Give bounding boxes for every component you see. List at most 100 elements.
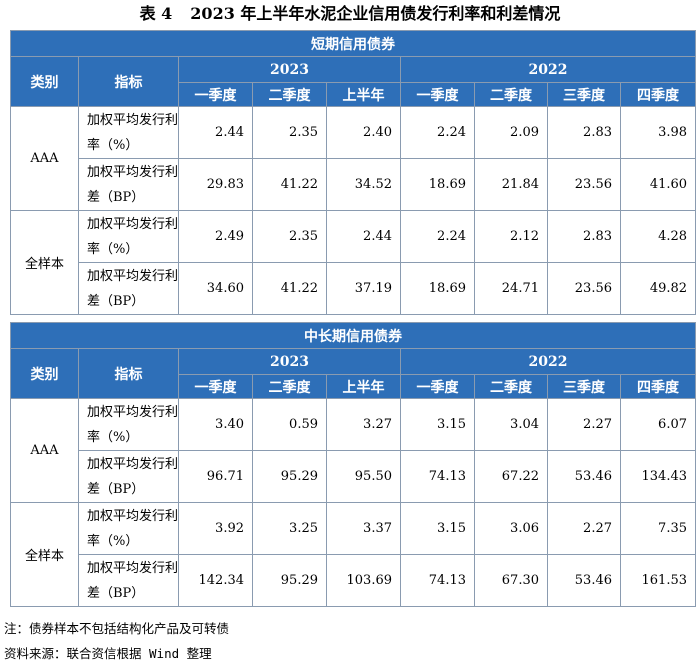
value-cell: 2.40 bbox=[326, 106, 401, 159]
value-cell: 2.83 bbox=[547, 210, 621, 263]
header-h1: 上半年 bbox=[326, 82, 401, 107]
value-cell: 53.46 bbox=[547, 450, 621, 503]
header-q3: 三季度 bbox=[547, 374, 621, 399]
value-cell: 67.30 bbox=[474, 554, 548, 607]
value-cell: 95.50 bbox=[326, 450, 401, 503]
value-cell: 2.49 bbox=[178, 210, 253, 263]
value-cell: 53.46 bbox=[547, 554, 621, 607]
value-cell: 41.22 bbox=[252, 158, 327, 211]
value-cell: 142.34 bbox=[178, 554, 253, 607]
header-q3: 三季度 bbox=[547, 82, 621, 107]
indicator-cell: 加权平均发行利差（BP） bbox=[78, 158, 179, 211]
header-category: 类别 bbox=[10, 56, 79, 107]
value-cell: 134.43 bbox=[620, 450, 696, 503]
value-cell: 2.35 bbox=[252, 106, 327, 159]
table-row: 加权平均发行利差（BP） 29.83 41.22 34.52 18.69 21.… bbox=[11, 158, 697, 211]
caption-number: 表 4 bbox=[139, 4, 173, 23]
value-cell: 2.83 bbox=[547, 106, 621, 159]
table-caption: 表 4 2023 年上半年水泥企业信用债发行利率和利差情况 bbox=[0, 0, 700, 28]
value-cell: 2.12 bbox=[474, 210, 548, 263]
value-cell: 2.27 bbox=[547, 398, 621, 451]
value-cell: 3.27 bbox=[326, 398, 401, 451]
value-cell: 3.37 bbox=[326, 502, 401, 555]
value-cell: 2.24 bbox=[400, 210, 475, 263]
data-source: 资料来源：联合资信根据 Wind 整理 bbox=[4, 646, 212, 661]
section-title: 中长期信用债券 bbox=[10, 322, 696, 349]
indicator-cell: 加权平均发行利差（BP） bbox=[78, 450, 179, 503]
header-category: 类别 bbox=[10, 348, 79, 399]
value-cell: 18.69 bbox=[400, 158, 475, 211]
value-cell: 18.69 bbox=[400, 262, 475, 315]
value-cell: 2.09 bbox=[474, 106, 548, 159]
value-cell: 3.15 bbox=[400, 502, 475, 555]
value-cell: 2.44 bbox=[178, 106, 253, 159]
header-year-2022: 2022 bbox=[400, 348, 696, 375]
value-cell: 23.56 bbox=[547, 158, 621, 211]
indicator-cell: 加权平均发行利率（%） bbox=[78, 106, 179, 159]
short-term-bond-table: 短期信用债券 类别 指标 2023 2022 一季度 二季度 上半年 一季度 二… bbox=[9, 30, 697, 315]
caption-title: 2023 年上半年水泥企业信用债发行利率和利差情况 bbox=[190, 4, 561, 23]
table-note: 注：债券样本不包括结构化产品及可转债 bbox=[4, 621, 230, 636]
header-indicator: 指标 bbox=[78, 348, 179, 399]
value-cell: 49.82 bbox=[619, 262, 697, 315]
value-cell: 34.60 bbox=[178, 262, 253, 315]
value-cell: 3.25 bbox=[252, 502, 327, 555]
value-cell: 95.29 bbox=[252, 554, 327, 607]
header-q1: 一季度 bbox=[400, 374, 475, 399]
indicator-cell: 加权平均发行利率（%） bbox=[78, 398, 179, 451]
header-q1: 一季度 bbox=[178, 82, 253, 107]
table-row: AAA 加权平均发行利率（%） 3.40 0.59 3.27 3.15 3.04… bbox=[10, 398, 696, 503]
value-cell: 37.19 bbox=[326, 262, 401, 315]
value-cell: 41.60 bbox=[619, 158, 697, 211]
header-q2: 二季度 bbox=[474, 374, 548, 399]
category-cell: AAA bbox=[10, 398, 79, 503]
header-q2: 二季度 bbox=[474, 82, 548, 107]
header-q4: 四季度 bbox=[619, 82, 697, 107]
table-row: 加权平均发行利差（BP） 96.71 95.29 95.50 74.13 67.… bbox=[11, 450, 696, 503]
table-row: AAA 加权平均发行利率（%） 2.44 2.35 2.40 2.24 2.09… bbox=[10, 106, 697, 211]
header-q2: 二季度 bbox=[252, 374, 327, 399]
value-cell: 29.83 bbox=[178, 158, 253, 211]
value-cell: 103.69 bbox=[326, 554, 401, 607]
value-cell: 34.52 bbox=[326, 158, 401, 211]
value-cell: 23.56 bbox=[547, 262, 621, 315]
value-cell: 3.04 bbox=[474, 398, 548, 451]
category-cell: 全样本 bbox=[10, 502, 79, 607]
header-year-2023: 2023 bbox=[178, 56, 401, 83]
value-cell: 96.71 bbox=[178, 450, 253, 503]
table-row: 全样本 加权平均发行利率（%） 3.92 3.25 3.37 3.15 3.06… bbox=[10, 502, 696, 607]
indicator-cell: 加权平均发行利差（BP） bbox=[78, 554, 179, 607]
long-term-bond-table: 中长期信用债券 类别 指标 2023 2022 一季度 二季度 上半年 一季度 … bbox=[10, 322, 696, 607]
value-cell: 2.44 bbox=[326, 210, 401, 263]
header-year-2022: 2022 bbox=[399, 56, 697, 83]
value-cell: 3.98 bbox=[619, 106, 697, 159]
value-cell: 0.59 bbox=[252, 398, 327, 451]
value-cell: 3.92 bbox=[178, 502, 253, 555]
indicator-cell: 加权平均发行利率（%） bbox=[78, 502, 179, 555]
value-cell: 3.40 bbox=[178, 398, 253, 451]
value-cell: 41.22 bbox=[252, 262, 327, 315]
header-q4: 四季度 bbox=[620, 374, 696, 399]
category-cell: AAA bbox=[10, 106, 79, 211]
value-cell: 95.29 bbox=[252, 450, 327, 503]
value-cell: 74.13 bbox=[400, 450, 475, 503]
header-h1: 上半年 bbox=[326, 374, 401, 399]
value-cell: 24.71 bbox=[474, 262, 548, 315]
header-q2: 二季度 bbox=[252, 82, 327, 107]
value-cell: 161.53 bbox=[620, 554, 696, 607]
value-cell: 3.15 bbox=[400, 398, 475, 451]
value-cell: 74.13 bbox=[400, 554, 475, 607]
table-row: 加权平均发行利差（BP） 142.34 95.29 103.69 74.13 6… bbox=[11, 554, 696, 607]
header-year-2023: 2023 bbox=[178, 348, 401, 375]
indicator-cell: 加权平均发行利率（%） bbox=[78, 210, 179, 263]
value-cell: 2.35 bbox=[252, 210, 327, 263]
value-cell: 4.28 bbox=[619, 210, 697, 263]
table-row: 全样本 加权平均发行利率（%） 2.49 2.35 2.44 2.24 2.12… bbox=[10, 210, 697, 315]
value-cell: 21.84 bbox=[474, 158, 548, 211]
table-row: 加权平均发行利差（BP） 34.60 41.22 37.19 18.69 24.… bbox=[11, 262, 697, 315]
section-title: 短期信用债券 bbox=[9, 30, 697, 57]
value-cell: 2.24 bbox=[400, 106, 475, 159]
header-q1: 一季度 bbox=[400, 82, 475, 107]
indicator-cell: 加权平均发行利差（BP） bbox=[78, 262, 179, 315]
value-cell: 2.27 bbox=[547, 502, 621, 555]
